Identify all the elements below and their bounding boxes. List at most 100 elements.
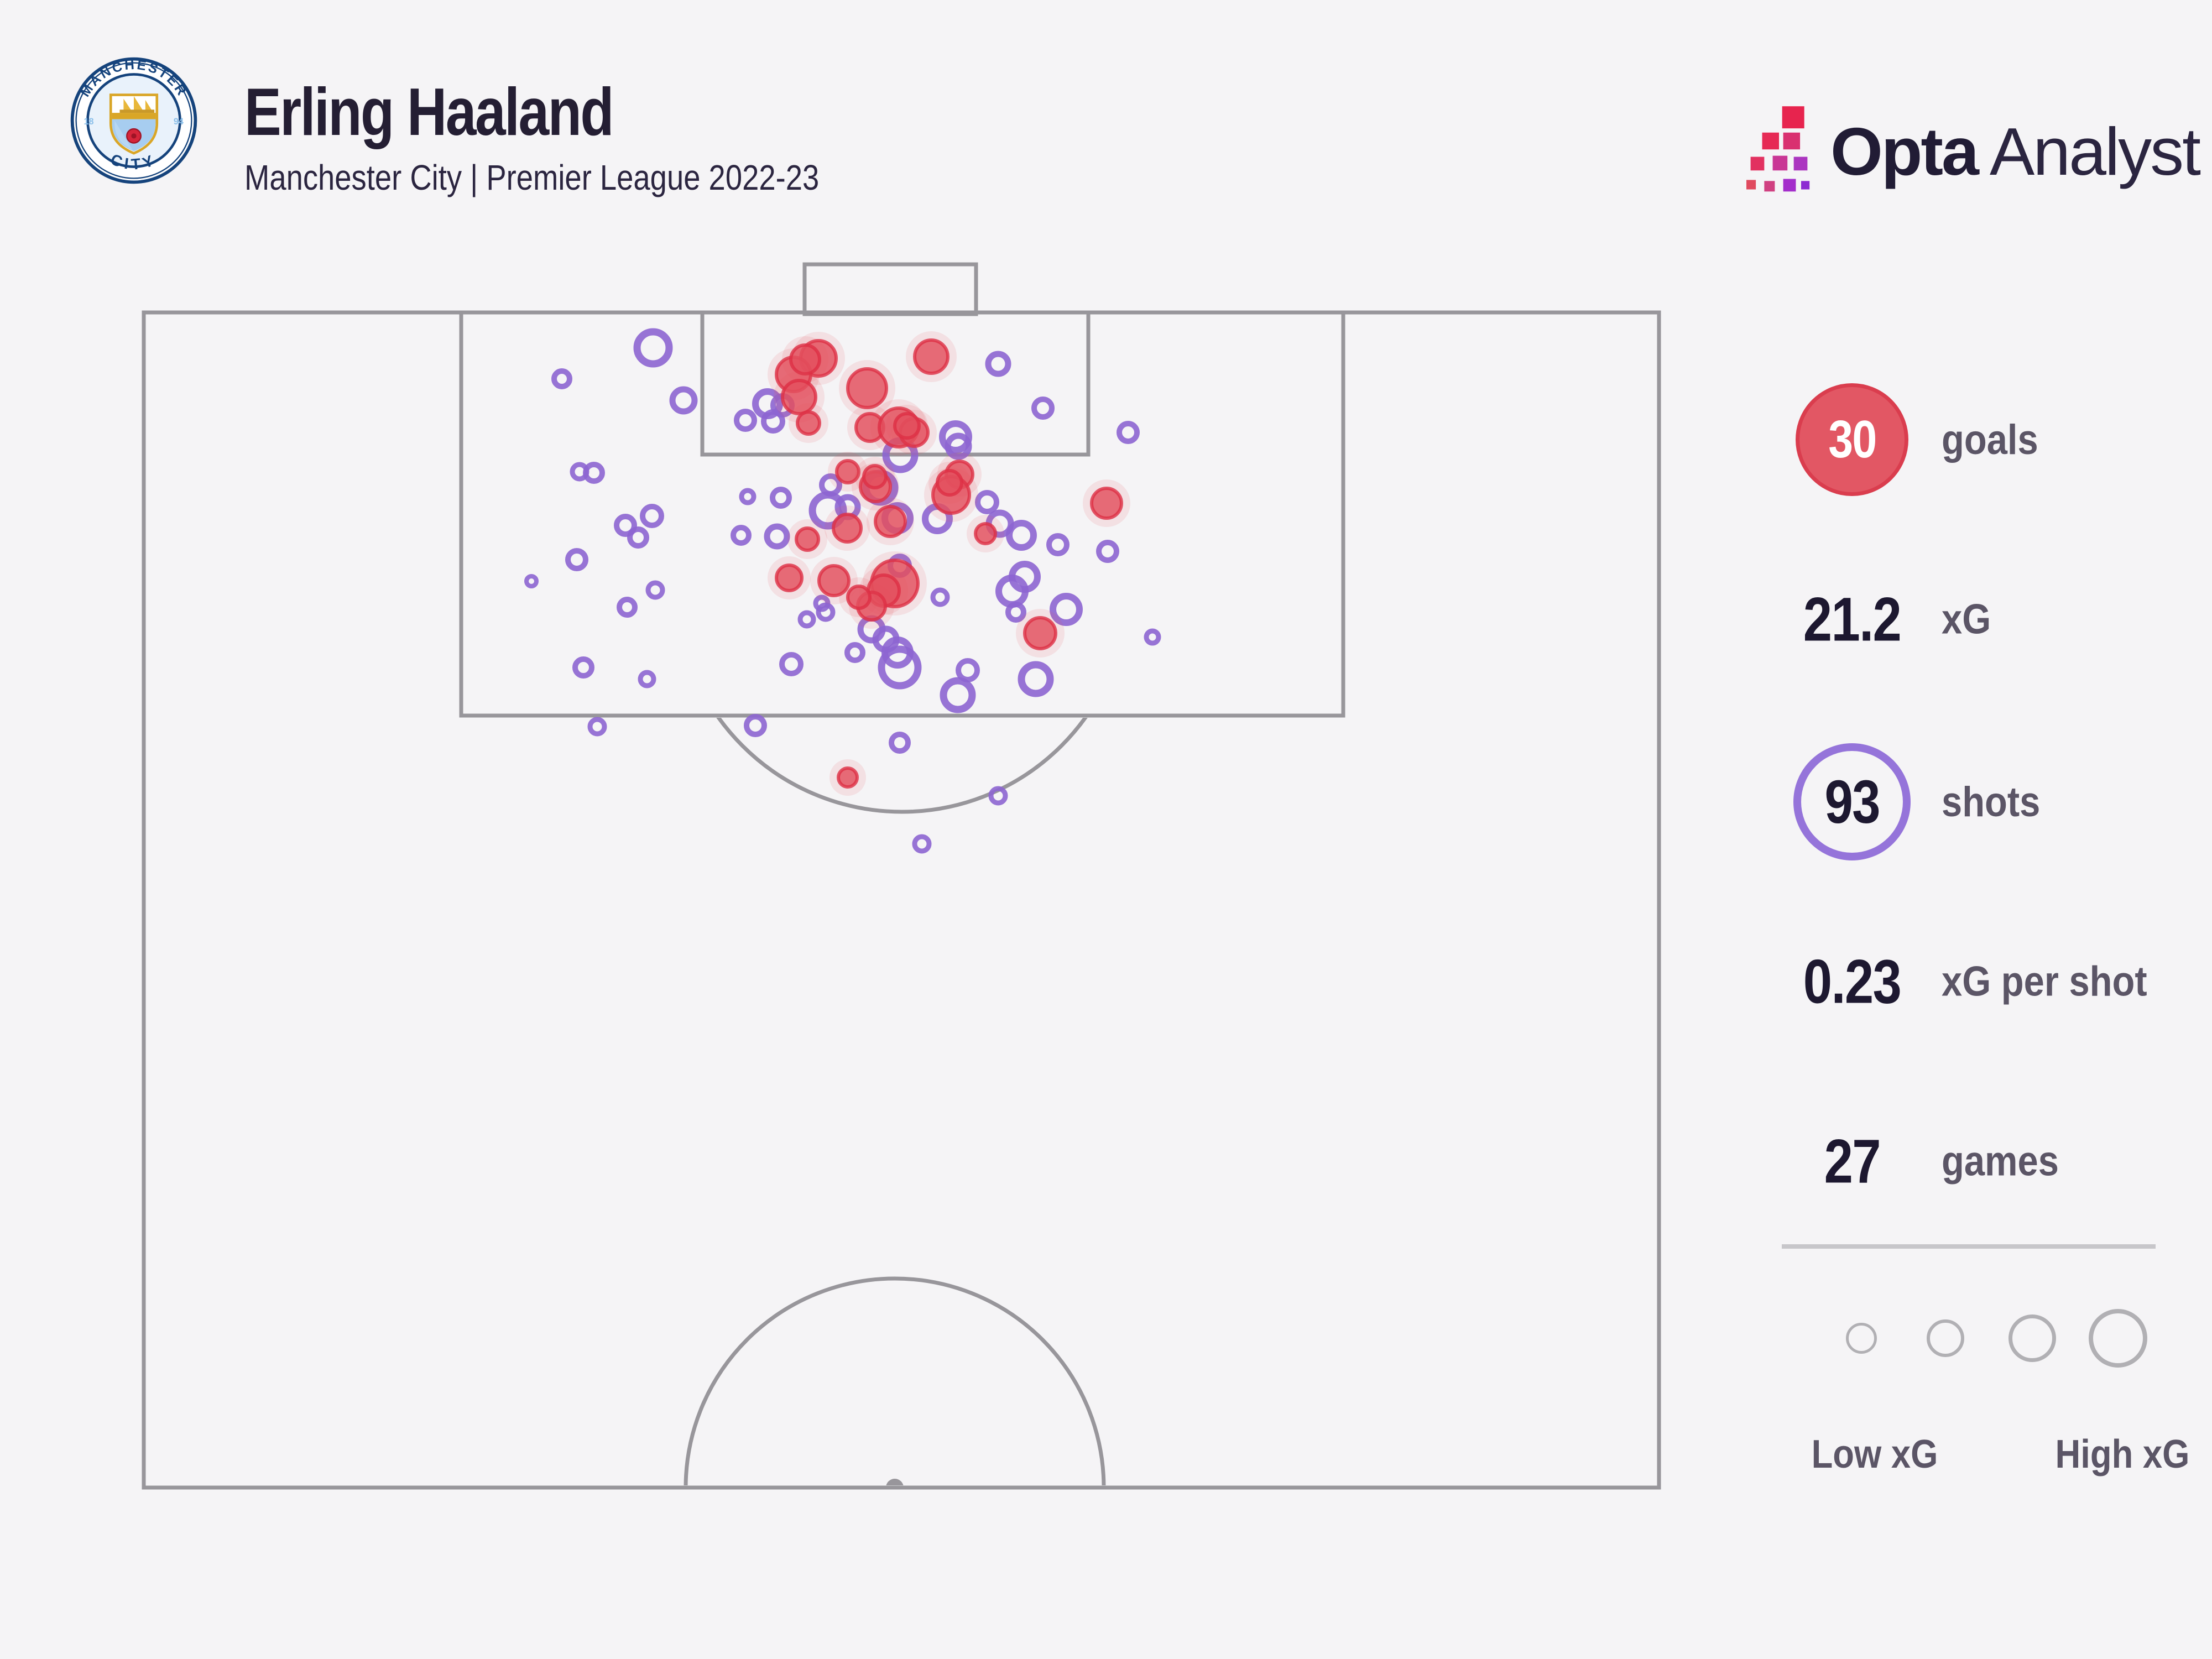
goal-marker: [913, 338, 950, 375]
shot-marker: [1144, 628, 1161, 646]
centre-circle: [684, 1276, 1106, 1485]
goal-marker: [832, 513, 863, 544]
shot-marker: [1050, 593, 1083, 626]
shot-marker: [1117, 421, 1140, 444]
shot-marker: [1096, 540, 1119, 563]
shot-marker: [572, 656, 594, 679]
shot-marker: [627, 526, 649, 549]
shot-marker: [956, 658, 980, 682]
shot-marker: [565, 548, 588, 571]
xg-size-circle: [1846, 1323, 1877, 1354]
shot-marker: [587, 717, 607, 737]
stat-row-xg-per-shot: 0.23 xG per shot: [1793, 946, 2175, 1018]
shot-marker: [1005, 602, 1026, 623]
shot-marker: [985, 351, 1011, 377]
shot-marker: [524, 574, 539, 588]
stat-row-xg: 21.2 xG: [1793, 584, 1997, 655]
shot-marker: [945, 432, 972, 460]
six-yard-box: [700, 310, 1091, 457]
badge-ship-icon: [119, 96, 155, 113]
goal-marker: [795, 526, 820, 552]
shot-marker: [638, 670, 656, 688]
legend-low-label: Low xG: [1811, 1432, 1938, 1477]
shot-marker: [669, 386, 698, 415]
shot-marker: [617, 597, 638, 618]
shot-marker: [770, 487, 792, 509]
shot-marker: [844, 642, 865, 663]
shot-marker: [764, 523, 790, 550]
goal-marker: [789, 343, 821, 375]
shot-marker: [889, 732, 911, 754]
shot-marker: [975, 490, 999, 514]
badge-year-94: 94: [174, 117, 184, 127]
xg-label: xG: [1942, 596, 1991, 643]
stat-row-games: 27 games: [1793, 1126, 2075, 1197]
shot-marker: [731, 525, 752, 546]
xg-size-circle: [2089, 1309, 2147, 1368]
shot-marker: [739, 488, 757, 505]
shot-marker: [779, 652, 804, 676]
xg-per-shot-value: 0.23: [1803, 947, 1902, 1016]
pitch-outline: [142, 310, 1661, 1490]
page-subtitle: Manchester City | Premier League 2022-23: [244, 158, 820, 198]
shot-marker: [912, 834, 932, 854]
shot-marker: [614, 514, 637, 537]
shot-marker: [808, 491, 847, 530]
badge-shield: [109, 93, 159, 155]
shot-marker: [930, 587, 950, 607]
shot-marker: [583, 462, 605, 484]
page-title: Erling Haaland: [244, 74, 614, 149]
goal-marker: [846, 367, 888, 409]
analyst-wordmark: Analyst: [1989, 114, 2201, 189]
shot-marker: [988, 786, 1008, 806]
stats-divider: [1782, 1244, 2156, 1249]
xg-size-circle: [1927, 1319, 1964, 1357]
goal-marker: [817, 564, 851, 597]
shot-marker: [1018, 661, 1054, 697]
goal-marker: [893, 412, 921, 440]
goal-frame: [802, 262, 978, 316]
opta-wordmark: Opta: [1830, 114, 1979, 189]
shot-marker: [797, 610, 816, 629]
shots-value: 93: [1824, 768, 1880, 836]
badge-year-18: 18: [84, 117, 94, 127]
goals-value: 30: [1828, 410, 1877, 469]
shots-label: shots: [1942, 778, 2041, 826]
goal-marker: [874, 505, 907, 538]
shot-ring-icon: 93: [1793, 743, 1911, 860]
shot-marker: [734, 409, 757, 432]
shot-marker: [1031, 397, 1055, 420]
shot-marker: [813, 594, 831, 612]
xg-value: 21.2: [1803, 585, 1902, 654]
shot-marker: [940, 677, 976, 713]
goal-marker: [846, 585, 872, 610]
shot-marker: [1046, 533, 1070, 556]
manchester-city-badge: MANCHESTER CITY 18 94: [70, 57, 197, 184]
goal-marker: [1023, 616, 1057, 650]
xg-per-shot-label: xG per shot: [1942, 958, 2147, 1005]
goal-marker: [1090, 487, 1123, 520]
goal-marker: [936, 469, 963, 497]
shot-marker: [939, 420, 972, 453]
opta-logo-icon: [1746, 106, 1810, 192]
goal-marker: [862, 464, 888, 489]
goals-label: goals: [1942, 416, 2038, 463]
goal-circle-icon: 30: [1796, 383, 1908, 496]
xg-size-circle: [2008, 1314, 2056, 1362]
goal-marker: [835, 459, 860, 484]
shot-marker: [640, 504, 664, 528]
shot-marker: [551, 368, 572, 389]
goal-marker: [796, 410, 821, 436]
stat-row-goals: 30 goals: [1793, 383, 2052, 496]
games-label: games: [1942, 1138, 2059, 1185]
title-block: Erling Haaland Manchester City | Premier…: [244, 76, 921, 198]
goal-marker: [837, 766, 859, 789]
goal-marker: [775, 564, 804, 592]
shot-marker: [1006, 520, 1037, 551]
penalty-arc: [716, 718, 1088, 814]
opta-analyst-logo: Opta Analyst: [1746, 105, 2201, 198]
goal-markers-layer: [768, 331, 1130, 796]
stat-row-shots: 93 shots: [1793, 743, 2054, 860]
